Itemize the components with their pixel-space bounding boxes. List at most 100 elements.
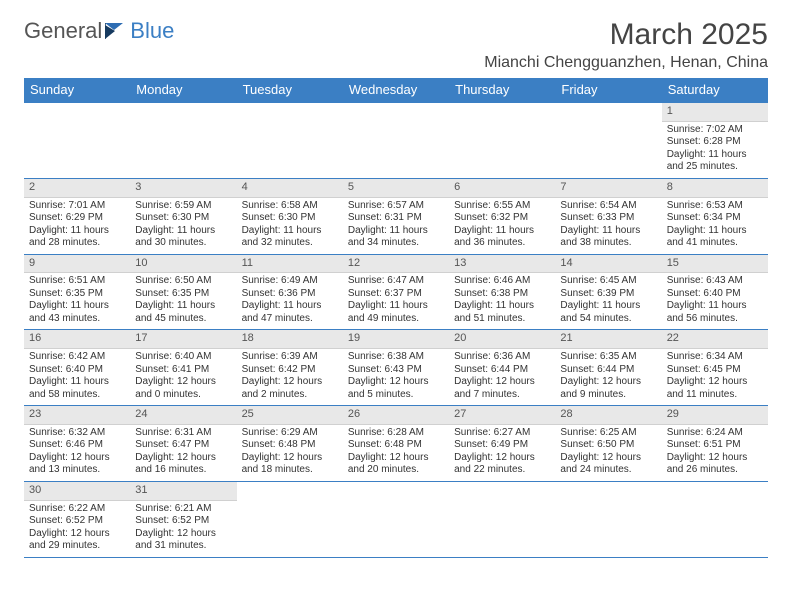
day-number: 20 — [449, 330, 555, 349]
sunset-line: Sunset: 6:48 PM — [242, 439, 338, 452]
day-number: 7 — [555, 179, 661, 198]
daylight-line: Daylight: 11 hours and 41 minutes. — [667, 225, 763, 250]
calendar-cell: 13Sunrise: 6:46 AMSunset: 6:38 PMDayligh… — [449, 254, 555, 330]
sunrise-line: Sunrise: 6:49 AM — [242, 275, 338, 288]
day-details: Sunrise: 6:43 AMSunset: 6:40 PMDaylight:… — [662, 273, 768, 329]
calendar-cell: 6Sunrise: 6:55 AMSunset: 6:32 PMDaylight… — [449, 178, 555, 254]
sunset-line: Sunset: 6:37 PM — [348, 288, 444, 301]
sunrise-line: Sunrise: 6:43 AM — [667, 275, 763, 288]
sunrise-line: Sunrise: 6:59 AM — [135, 200, 231, 213]
calendar-cell: 24Sunrise: 6:31 AMSunset: 6:47 PMDayligh… — [130, 406, 236, 482]
sunset-line: Sunset: 6:36 PM — [242, 288, 338, 301]
sunset-line: Sunset: 6:32 PM — [454, 212, 550, 225]
day-number: 3 — [130, 179, 236, 198]
day-details: Sunrise: 6:21 AMSunset: 6:52 PMDaylight:… — [130, 501, 236, 557]
sunset-line: Sunset: 6:49 PM — [454, 439, 550, 452]
day-number: 21 — [555, 330, 661, 349]
sunset-line: Sunset: 6:43 PM — [348, 364, 444, 377]
daylight-line: Daylight: 11 hours and 34 minutes. — [348, 225, 444, 250]
daylight-line: Daylight: 11 hours and 45 minutes. — [135, 300, 231, 325]
sunset-line: Sunset: 6:28 PM — [667, 136, 763, 149]
day-number: 11 — [237, 255, 343, 274]
brand-part1: General — [24, 18, 102, 44]
sunrise-line: Sunrise: 6:47 AM — [348, 275, 444, 288]
calendar-table: SundayMondayTuesdayWednesdayThursdayFrid… — [24, 78, 768, 558]
day-number: 10 — [130, 255, 236, 274]
day-number: 24 — [130, 406, 236, 425]
sunrise-line: Sunrise: 6:34 AM — [667, 351, 763, 364]
day-number: 18 — [237, 330, 343, 349]
calendar-cell: 16Sunrise: 6:42 AMSunset: 6:40 PMDayligh… — [24, 330, 130, 406]
day-details: Sunrise: 6:50 AMSunset: 6:35 PMDaylight:… — [130, 273, 236, 329]
day-number: 22 — [662, 330, 768, 349]
brand-logo: General Blue — [24, 18, 174, 44]
sunrise-line: Sunrise: 6:57 AM — [348, 200, 444, 213]
calendar-week: 9Sunrise: 6:51 AMSunset: 6:35 PMDaylight… — [24, 254, 768, 330]
calendar-cell: 23Sunrise: 6:32 AMSunset: 6:46 PMDayligh… — [24, 406, 130, 482]
daylight-line: Daylight: 12 hours and 11 minutes. — [667, 376, 763, 401]
sunset-line: Sunset: 6:50 PM — [560, 439, 656, 452]
calendar-cell: 15Sunrise: 6:43 AMSunset: 6:40 PMDayligh… — [662, 254, 768, 330]
daylight-line: Daylight: 11 hours and 25 minutes. — [667, 149, 763, 174]
day-number: 16 — [24, 330, 130, 349]
calendar-cell — [237, 102, 343, 178]
calendar-cell: 31Sunrise: 6:21 AMSunset: 6:52 PMDayligh… — [130, 481, 236, 557]
calendar-cell: 18Sunrise: 6:39 AMSunset: 6:42 PMDayligh… — [237, 330, 343, 406]
day-number: 19 — [343, 330, 449, 349]
sunrise-line: Sunrise: 6:55 AM — [454, 200, 550, 213]
day-number: 23 — [24, 406, 130, 425]
daylight-line: Daylight: 11 hours and 28 minutes. — [29, 225, 125, 250]
calendar-cell: 21Sunrise: 6:35 AMSunset: 6:44 PMDayligh… — [555, 330, 661, 406]
day-details: Sunrise: 6:22 AMSunset: 6:52 PMDaylight:… — [24, 501, 130, 557]
day-header: Tuesday — [237, 78, 343, 102]
header: General Blue March 2025 — [24, 18, 768, 52]
sunset-line: Sunset: 6:34 PM — [667, 212, 763, 225]
daylight-line: Daylight: 11 hours and 54 minutes. — [560, 300, 656, 325]
day-number: 1 — [662, 103, 768, 122]
daylight-line: Daylight: 12 hours and 9 minutes. — [560, 376, 656, 401]
flag-icon — [105, 19, 127, 35]
sunset-line: Sunset: 6:40 PM — [29, 364, 125, 377]
sunrise-line: Sunrise: 6:29 AM — [242, 427, 338, 440]
daylight-line: Daylight: 11 hours and 58 minutes. — [29, 376, 125, 401]
day-header-row: SundayMondayTuesdayWednesdayThursdayFrid… — [24, 78, 768, 102]
day-header: Sunday — [24, 78, 130, 102]
daylight-line: Daylight: 12 hours and 24 minutes. — [560, 452, 656, 477]
calendar-cell: 8Sunrise: 6:53 AMSunset: 6:34 PMDaylight… — [662, 178, 768, 254]
sunrise-line: Sunrise: 6:27 AM — [454, 427, 550, 440]
day-details: Sunrise: 7:02 AMSunset: 6:28 PMDaylight:… — [662, 122, 768, 178]
calendar-week: 16Sunrise: 6:42 AMSunset: 6:40 PMDayligh… — [24, 330, 768, 406]
day-details: Sunrise: 6:58 AMSunset: 6:30 PMDaylight:… — [237, 198, 343, 254]
sunrise-line: Sunrise: 6:24 AM — [667, 427, 763, 440]
calendar-cell: 22Sunrise: 6:34 AMSunset: 6:45 PMDayligh… — [662, 330, 768, 406]
calendar-cell: 11Sunrise: 6:49 AMSunset: 6:36 PMDayligh… — [237, 254, 343, 330]
daylight-line: Daylight: 12 hours and 13 minutes. — [29, 452, 125, 477]
day-details: Sunrise: 6:25 AMSunset: 6:50 PMDaylight:… — [555, 425, 661, 481]
calendar-cell — [449, 481, 555, 557]
daylight-line: Daylight: 11 hours and 56 minutes. — [667, 300, 763, 325]
sunset-line: Sunset: 6:44 PM — [560, 364, 656, 377]
day-number: 8 — [662, 179, 768, 198]
daylight-line: Daylight: 11 hours and 43 minutes. — [29, 300, 125, 325]
day-header: Saturday — [662, 78, 768, 102]
daylight-line: Daylight: 11 hours and 38 minutes. — [560, 225, 656, 250]
day-details: Sunrise: 6:51 AMSunset: 6:35 PMDaylight:… — [24, 273, 130, 329]
day-number: 29 — [662, 406, 768, 425]
calendar-cell: 4Sunrise: 6:58 AMSunset: 6:30 PMDaylight… — [237, 178, 343, 254]
calendar-cell — [130, 102, 236, 178]
day-number: 25 — [237, 406, 343, 425]
day-number: 13 — [449, 255, 555, 274]
day-number: 27 — [449, 406, 555, 425]
calendar-week: 23Sunrise: 6:32 AMSunset: 6:46 PMDayligh… — [24, 406, 768, 482]
daylight-line: Daylight: 12 hours and 18 minutes. — [242, 452, 338, 477]
day-header: Monday — [130, 78, 236, 102]
sunset-line: Sunset: 6:31 PM — [348, 212, 444, 225]
calendar-cell: 3Sunrise: 6:59 AMSunset: 6:30 PMDaylight… — [130, 178, 236, 254]
sunrise-line: Sunrise: 6:21 AM — [135, 503, 231, 516]
daylight-line: Daylight: 12 hours and 22 minutes. — [454, 452, 550, 477]
sunset-line: Sunset: 6:51 PM — [667, 439, 763, 452]
sunset-line: Sunset: 6:46 PM — [29, 439, 125, 452]
sunrise-line: Sunrise: 6:22 AM — [29, 503, 125, 516]
day-details: Sunrise: 6:57 AMSunset: 6:31 PMDaylight:… — [343, 198, 449, 254]
daylight-line: Daylight: 12 hours and 0 minutes. — [135, 376, 231, 401]
